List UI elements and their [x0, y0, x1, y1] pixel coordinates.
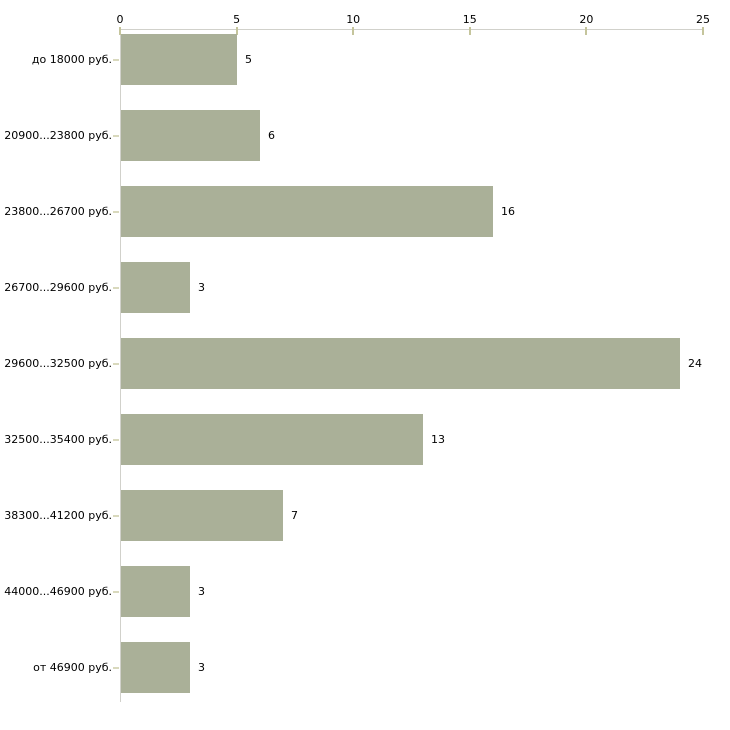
x-axis-tick-label: 10 [346, 13, 361, 26]
value-label: 3 [198, 280, 205, 294]
bar [121, 34, 237, 85]
value-label: 6 [268, 128, 275, 142]
x-axis-tick-label: 15 [462, 13, 477, 26]
y-axis-line [120, 29, 121, 702]
x-axis-tick-label: 0 [116, 13, 124, 26]
x-axis-line [120, 29, 704, 30]
category-tick [113, 210, 119, 213]
category-label: 32500...35400 руб. [4, 432, 112, 446]
x-axis-tick [352, 27, 355, 35]
category-tick [113, 514, 119, 517]
value-label: 24 [688, 356, 702, 370]
x-axis-tick-label: 20 [579, 13, 594, 26]
bar [121, 262, 190, 313]
x-axis-tick [702, 27, 704, 35]
category-label: 38300...41200 руб. [4, 508, 112, 522]
bar [121, 490, 283, 541]
bar [121, 642, 190, 693]
x-axis-tick [119, 27, 121, 35]
x-axis-tick [585, 27, 588, 35]
bar [121, 110, 260, 161]
category-label: до 18000 руб. [31, 52, 112, 66]
category-label: 44000...46900 руб. [4, 584, 112, 598]
value-label: 3 [198, 660, 205, 674]
value-label: 7 [291, 508, 298, 522]
x-axis-tick [235, 27, 238, 35]
bar [121, 338, 680, 389]
category-label: 26700...29600 руб. [4, 280, 112, 294]
category-tick [113, 286, 119, 289]
category-label: 23800...26700 руб. [4, 204, 112, 218]
category-tick [113, 362, 119, 365]
value-label: 3 [198, 584, 205, 598]
x-axis-tick-label: 5 [233, 13, 241, 26]
bar [121, 186, 493, 237]
category-tick [113, 438, 119, 441]
value-label: 5 [245, 52, 252, 66]
category-tick [113, 58, 119, 61]
value-label: 16 [501, 204, 515, 218]
value-label: 13 [431, 432, 445, 446]
category-label: от 46900 руб. [33, 660, 112, 674]
bar [121, 566, 190, 617]
category-label: 20900...23800 руб. [4, 128, 112, 142]
category-tick [113, 134, 119, 137]
category-label: 29600...32500 руб. [4, 356, 112, 370]
category-tick [113, 666, 119, 669]
bar [121, 414, 423, 465]
x-axis-tick-label: 25 [696, 13, 710, 26]
x-axis-tick [468, 27, 471, 35]
category-tick [113, 590, 119, 593]
